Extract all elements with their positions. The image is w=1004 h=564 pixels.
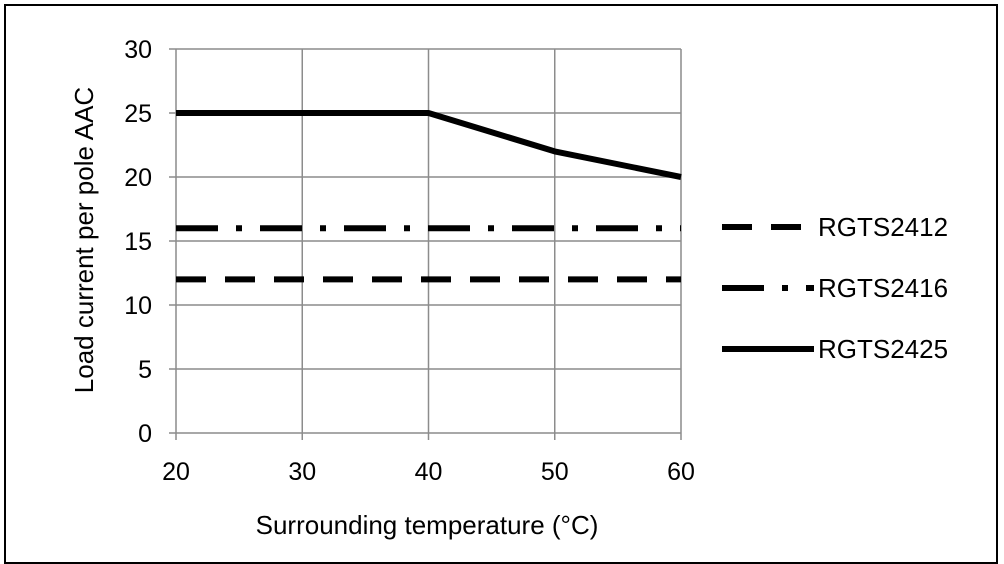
legend-label: RGTS2416 (818, 273, 948, 303)
y-tick-label: 15 (124, 228, 152, 256)
y-tick-label: 0 (138, 420, 152, 448)
y-tick-label: 20 (124, 164, 152, 192)
x-tick-label: 30 (288, 458, 316, 486)
x-tick-label: 50 (541, 458, 569, 486)
y-tick-labels: 0 5 10 15 20 25 30 (124, 36, 152, 448)
y-tick-label: 30 (124, 36, 152, 64)
legend: RGTS2412 RGTS2416 RGTS2425 (722, 212, 948, 364)
y-tick-label: 25 (124, 100, 152, 128)
x-tick-labels: 20 30 40 50 60 (162, 458, 695, 486)
series-lines (176, 110, 682, 283)
x-tick-label: 40 (415, 458, 443, 486)
legend-label: RGTS2412 (818, 212, 948, 242)
y-axis-label: Load current per pole AAC (69, 87, 99, 393)
x-axis-label: Surrounding temperature (°C) (256, 510, 599, 540)
x-tick-label: 20 (162, 458, 190, 486)
x-tick-label: 60 (667, 458, 695, 486)
y-tick-label: 10 (124, 292, 152, 320)
legend-label: RGTS2425 (818, 334, 948, 364)
chart-frame (4, 4, 998, 564)
series-line-rgts2425 (176, 110, 682, 180)
grid (169, 48, 682, 440)
chart: 0 5 10 15 20 25 30 20 30 40 50 60 Load current per… (69, 36, 948, 540)
y-tick-label: 5 (138, 356, 152, 384)
